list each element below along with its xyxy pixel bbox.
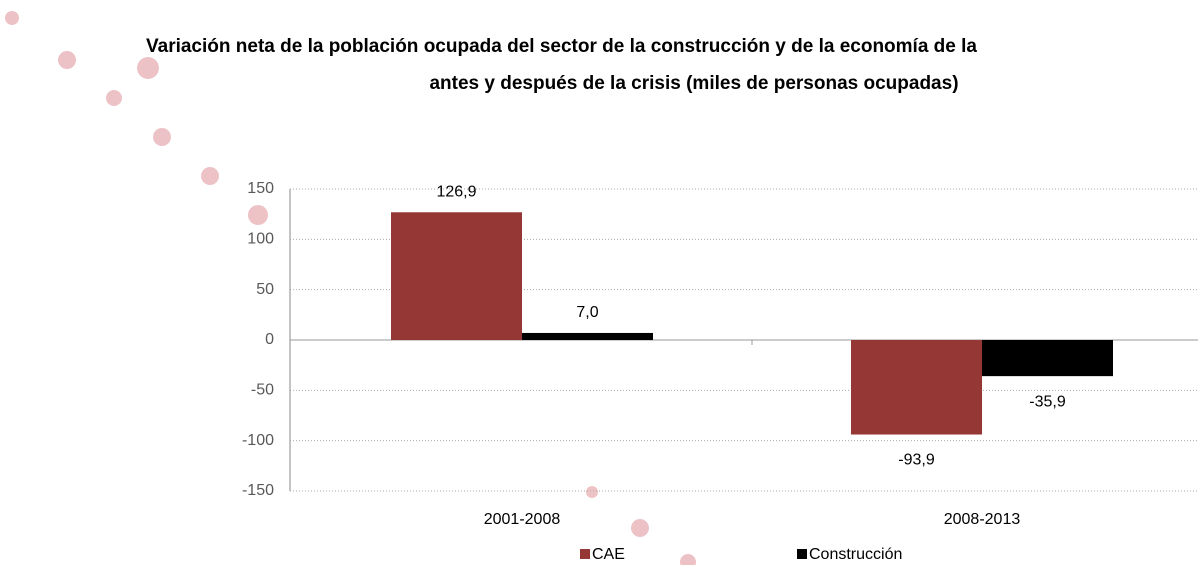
bar xyxy=(982,340,1113,377)
value-label: 7,0 xyxy=(576,304,598,321)
bar xyxy=(522,332,653,340)
bar xyxy=(851,340,982,435)
y-tick-label: 0 xyxy=(265,331,274,348)
y-tick-label: -100 xyxy=(242,432,274,449)
y-tick-label: 50 xyxy=(256,281,274,298)
background-decoration xyxy=(5,11,696,565)
chart-title: antes y después de la crisis (miles de p… xyxy=(429,73,958,94)
x-tick-label: 2001-2008 xyxy=(484,511,561,528)
value-label: -93,9 xyxy=(898,452,935,469)
legend-label: CAE xyxy=(592,546,625,563)
value-label: 126,9 xyxy=(436,183,476,200)
y-tick-label: 150 xyxy=(247,180,274,197)
value-label: -35,9 xyxy=(1029,393,1066,410)
y-tick-label: -150 xyxy=(242,482,274,499)
chart-title: Variación neta de la población ocupada d… xyxy=(146,36,977,57)
x-tick-label: 2008-2013 xyxy=(944,511,1021,528)
bar xyxy=(391,212,522,340)
legend-label: Construcción xyxy=(809,546,902,563)
legend-swatch xyxy=(580,549,590,559)
legend-swatch xyxy=(797,549,807,559)
y-tick-label: -50 xyxy=(251,382,274,399)
y-tick-label: 100 xyxy=(247,231,274,248)
